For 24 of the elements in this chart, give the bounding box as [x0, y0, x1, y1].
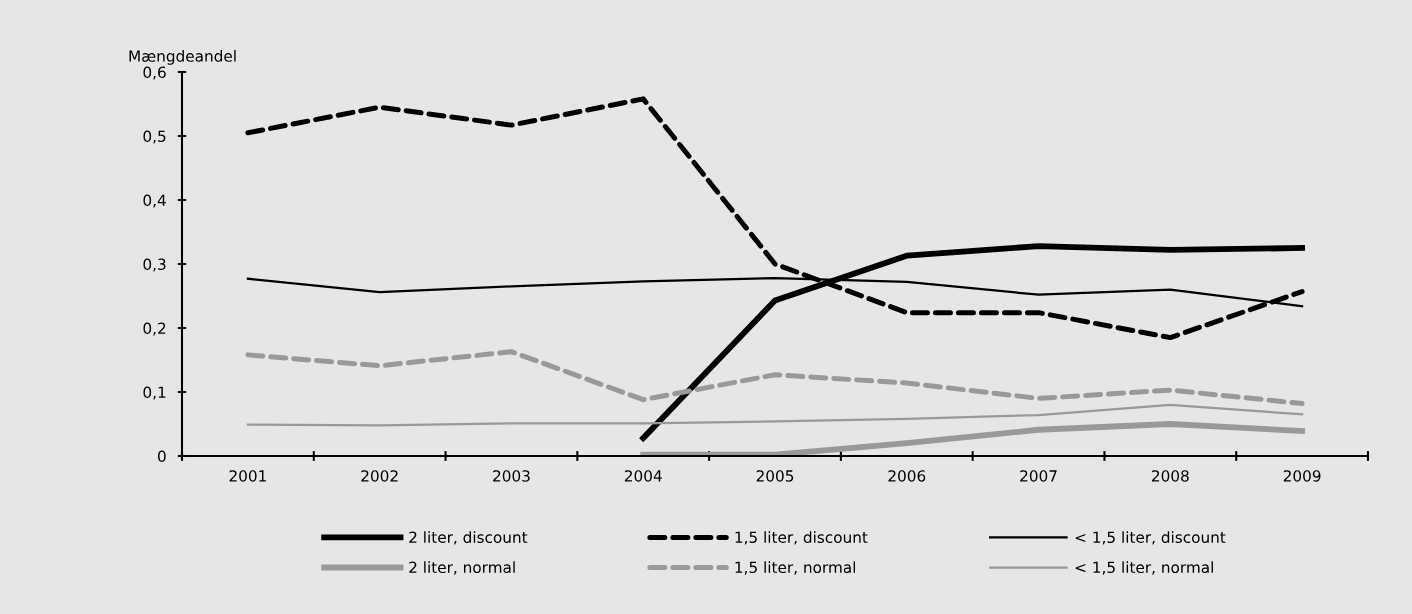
x-tick-label: 2005 — [756, 470, 794, 482]
legend-label: < 1,5 liter, discount — [1075, 531, 1226, 545]
x-tick-label: 2008 — [1152, 470, 1189, 482]
line-series — [246, 403, 1304, 427]
y-tick-label: 0,1 — [143, 386, 166, 400]
x-tick-label: 2004 — [624, 470, 662, 482]
x-tick-label: 2002 — [361, 470, 398, 482]
legend-label: 2 liter, discount — [409, 531, 528, 545]
legend-label: 1,5 liter, discount — [735, 531, 868, 545]
legend-label: 2 liter, normal — [409, 561, 515, 575]
x-tick-label: 2006 — [888, 470, 926, 482]
y-tick-label: 0,5 — [143, 130, 166, 144]
y-tick-label: 0,3 — [143, 258, 166, 272]
legend-label: 1,5 liter, normal — [735, 561, 856, 575]
y-tick-label: 0 — [158, 450, 166, 463]
legend-label: < 1,5 liter, normal — [1075, 561, 1213, 575]
y-tick-label: 0,2 — [143, 322, 166, 336]
x-tick-label: 2003 — [493, 470, 530, 482]
x-tick-label: 2007 — [1020, 470, 1057, 482]
y-tick-label: 0,6 — [143, 66, 166, 80]
x-tick-label: 2001 — [229, 470, 266, 482]
y-tick-label: 0,4 — [143, 194, 166, 208]
x-tick-label: 2009 — [1283, 470, 1321, 482]
y-axis-title: Mængdeandel — [129, 50, 236, 65]
